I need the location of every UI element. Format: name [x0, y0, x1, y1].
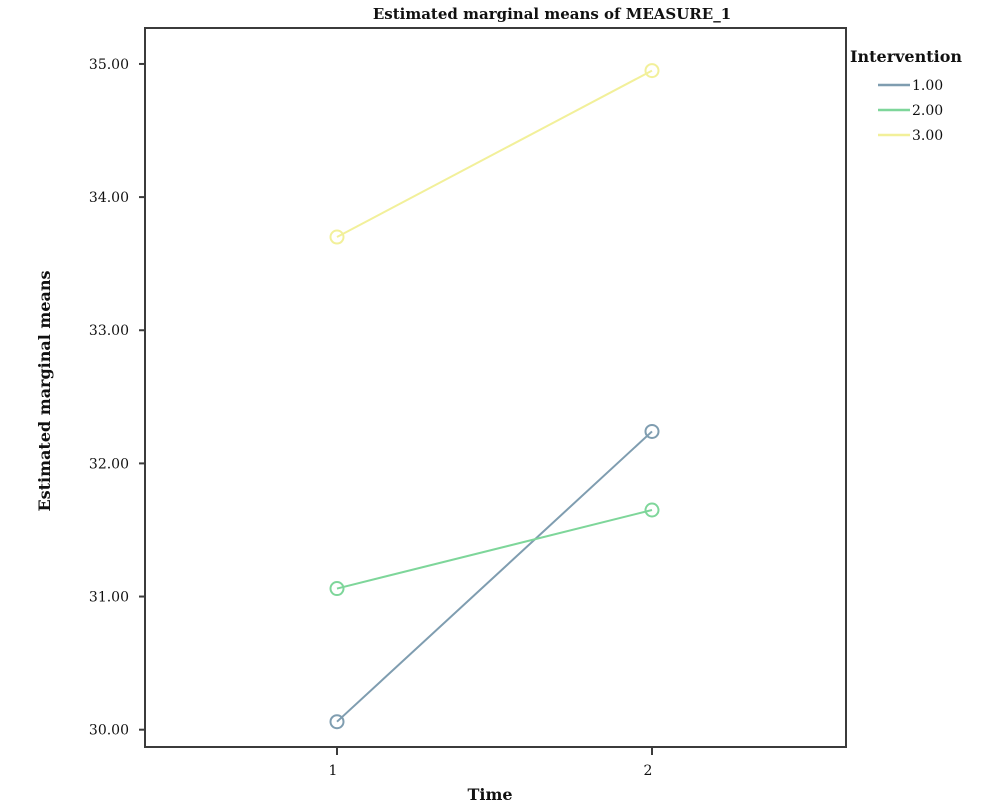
y-tick-label: 35.00 — [89, 57, 129, 73]
series-markers — [329, 63, 660, 730]
x-tick-label: 1 — [329, 763, 338, 779]
data-point-series-2-time-1 — [329, 581, 345, 597]
data-point-series-3-time-2 — [644, 63, 660, 79]
x-tick-label: 2 — [644, 763, 653, 779]
legend-title: Intervention — [850, 47, 962, 66]
legend-entry-1: 1.00 — [912, 78, 943, 94]
y-axis-label: Estimated marginal means — [35, 270, 54, 511]
data-point-series-2-time-2 — [644, 502, 660, 518]
x-axis-label: Time — [467, 785, 512, 804]
legend: Intervention 1.00 2.00 3.00 — [850, 47, 962, 144]
data-point-series-1-time-2 — [644, 423, 660, 439]
y-tick-label: 33.00 — [89, 323, 129, 339]
y-tick-label: 34.00 — [89, 190, 129, 206]
legend-entry-3: 3.00 — [912, 128, 943, 144]
legend-entry-2: 2.00 — [912, 103, 943, 119]
data-point-series-3-time-1 — [329, 229, 345, 245]
series-line-3 — [336, 69, 653, 238]
y-axis: 30.00 31.00 32.00 33.00 34.00 35.00 — [89, 57, 145, 739]
series-line-1 — [336, 430, 653, 723]
y-tick-label: 32.00 — [89, 456, 129, 472]
series-lines — [336, 69, 653, 723]
plot-frame — [144, 27, 847, 748]
data-point-series-1-time-1 — [329, 714, 345, 730]
series-line-2 — [336, 509, 653, 590]
chart-title: Estimated marginal means of MEASURE_1 — [373, 5, 731, 23]
y-tick-label: 31.00 — [89, 590, 129, 606]
y-tick-label: 30.00 — [89, 723, 129, 739]
